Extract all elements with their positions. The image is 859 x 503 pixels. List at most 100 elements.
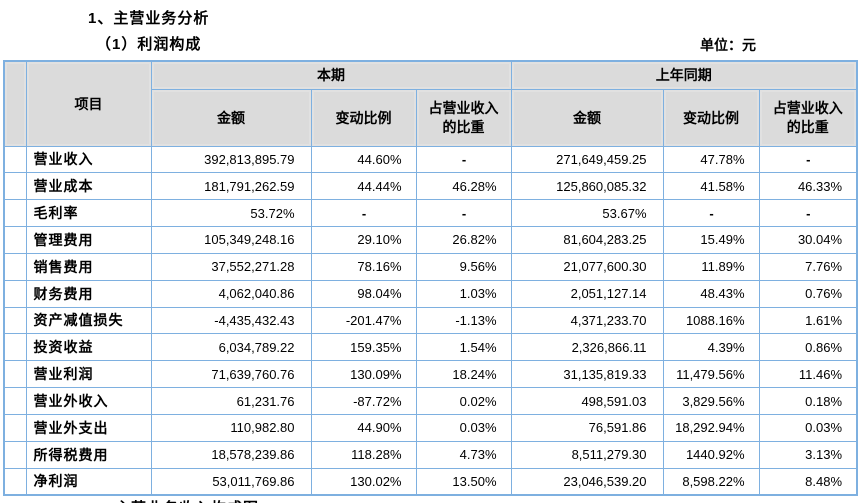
table-cell: 29.10% — [310, 226, 417, 254]
header-current-period: 本期 — [150, 60, 512, 90]
header-amount-prior: 金额 — [510, 88, 664, 147]
row-label: 营业利润 — [25, 360, 152, 389]
table-cell: 31,135,819.33 — [510, 360, 664, 389]
table-cell: 37,552,271.28 — [150, 252, 312, 281]
spacer-cell — [3, 440, 27, 469]
header-share-prior: 占营业收入 的比重 — [758, 88, 858, 147]
row-label: 销售费用 — [25, 252, 152, 281]
table-cell: 159.35% — [310, 333, 417, 362]
table-cell: 11.89% — [662, 252, 760, 281]
table-row: 所得税费用 18,578,239.86 118.28% 4.73% 8,511,279.… — [3, 440, 858, 469]
table-cell: 0.02% — [415, 387, 512, 415]
table-row: 投资收益 6,034,789.22 159.35% 1.54% 2,326,866.11… — [3, 333, 858, 362]
table-cell: - — [415, 199, 512, 228]
spacer-cell — [3, 413, 27, 442]
header-share-line2: 的比重 — [442, 118, 485, 135]
table-cell: 71,639,760.76 — [150, 360, 312, 389]
row-label: 管理费用 — [25, 226, 152, 254]
table-cell: 46.28% — [415, 172, 512, 201]
table-cell: 1.61% — [758, 306, 858, 335]
table-cell: -87.72% — [310, 387, 417, 415]
table-cell: 0.03% — [758, 413, 858, 442]
spacer-header-cell — [3, 60, 27, 147]
table-cell: - — [415, 145, 512, 174]
table-cell: 0.18% — [758, 387, 858, 415]
header-share-line1: 占营业收入 — [428, 99, 499, 116]
table-cell: 30.04% — [758, 226, 858, 254]
table-cell: 78.16% — [310, 252, 417, 281]
table-cell: 4.39% — [662, 333, 760, 362]
table-cell: 53,011,769.86 — [150, 467, 312, 496]
table-cell: 1.54% — [415, 333, 512, 362]
table-cell: 53.67% — [510, 199, 664, 228]
table-cell: 0.03% — [415, 413, 512, 442]
unit-label: 单位：元 — [700, 37, 756, 53]
header-row-measures: 金额 变动比例 占营业收入 的比重 金额 变动比例 占营业收入 的比重 — [4, 88, 858, 147]
table-cell: 271,649,459.25 — [510, 145, 664, 174]
table-cell: 26.82% — [415, 226, 512, 254]
spacer-cell — [3, 306, 27, 335]
table-row: 营业外收入 61,231.76 -87.72% 0.02% 498,591.03 3,82… — [3, 387, 858, 415]
header-amount-current: 金额 — [150, 88, 312, 147]
table-cell: -201.47% — [310, 306, 417, 335]
table-row: 毛利率 53.72% - -53.67% - - — [3, 199, 858, 228]
table-cell: 18,578,239.86 — [150, 440, 312, 469]
table-cell: 7.76% — [758, 252, 858, 281]
table-row: 营业利润 71,639,760.76 130.09% 18.24% 31,135,819… — [3, 360, 858, 389]
header-share-line2: 的比重 — [786, 118, 829, 135]
table-row: 销售费用 37,552,271.28 78.16% 9.56% 21,077,600.3… — [3, 252, 858, 281]
table-cell: 11,479.56% — [662, 360, 760, 389]
row-label: 毛利率 — [25, 199, 152, 228]
table-cell: -4,435,432.43 — [150, 306, 312, 335]
table-cell: 98.04% — [310, 279, 417, 308]
row-label: 财务费用 — [25, 279, 152, 308]
table-cell: 18,292.94% — [662, 413, 760, 442]
table-cell: 23,046,539.20 — [510, 467, 664, 496]
profit-composition-table: 项目 本期 上年同期 金额 变动比例 占营业收入 的比重 金额 变动比例 占营业… — [3, 60, 859, 496]
table-cell: 47.78% — [662, 145, 760, 174]
spacer-cell — [3, 467, 27, 496]
table-cell: 8,511,279.30 — [510, 440, 664, 469]
table-cell: 110,982.80 — [150, 413, 312, 442]
header-change-current: 变动比例 — [310, 88, 417, 147]
spacer-cell — [3, 145, 27, 174]
table-cell: 1.03% — [415, 279, 512, 308]
row-label: 净利润 — [25, 467, 152, 496]
header-share-line1: 占营业收入 — [772, 99, 843, 116]
table-cell: -1.13% — [415, 306, 512, 335]
row-label: 营业外收入 — [25, 387, 152, 415]
table-cell: 44.44% — [310, 172, 417, 201]
table-cell: 118.28% — [310, 440, 417, 469]
table-cell: 4.73% — [415, 440, 512, 469]
table-cell: 0.86% — [758, 333, 858, 362]
table-header: 项目 本期 上年同期 金额 变动比例 占营业收入 的比重 金额 变动比例 占营业… — [3, 60, 858, 147]
table-cell: 8.48% — [758, 467, 858, 496]
table-cell: 4,371,233.70 — [510, 306, 664, 335]
spacer-cell — [3, 279, 27, 308]
table-cell: 498,591.03 — [510, 387, 664, 415]
table-cell: 44.90% — [310, 413, 417, 442]
row-label: 营业外支出 — [25, 413, 152, 442]
table-cell: 11.46% — [758, 360, 858, 389]
table-row: 资产减值损失 -4,435,432.43 -201.47% -1.13% 4,371,2… — [3, 306, 858, 335]
section-heading: 1、主营业务分析 — [88, 10, 210, 27]
header-item: 项目 — [25, 60, 152, 147]
header-change-prior: 变动比例 — [662, 88, 760, 147]
table-cell: 2,051,127.14 — [510, 279, 664, 308]
table-cell: - — [662, 199, 760, 228]
spacer-cell — [3, 387, 27, 415]
header-prior-period: 上年同期 — [510, 60, 858, 90]
row-label: 营业收入 — [25, 145, 152, 174]
table-body: 营业收入 392,813,895.79 44.60% -271,649,459.25 4… — [3, 145, 858, 496]
table-cell: 48.43% — [662, 279, 760, 308]
truncated-text-line: 主营业务收入构成图 — [115, 497, 259, 503]
row-label: 投资收益 — [25, 333, 152, 362]
table-cell: 13.50% — [415, 467, 512, 496]
table-row: 营业成本 181,791,262.59 44.44% 46.28% 125,860,08… — [3, 172, 858, 201]
row-label: 所得税费用 — [25, 440, 152, 469]
table-cell: - — [758, 199, 858, 228]
table-row: 管理费用 105,349,248.16 29.10% 26.82% 81,604,283… — [3, 226, 858, 254]
table-cell: 61,231.76 — [150, 387, 312, 415]
spacer-cell — [3, 226, 27, 254]
